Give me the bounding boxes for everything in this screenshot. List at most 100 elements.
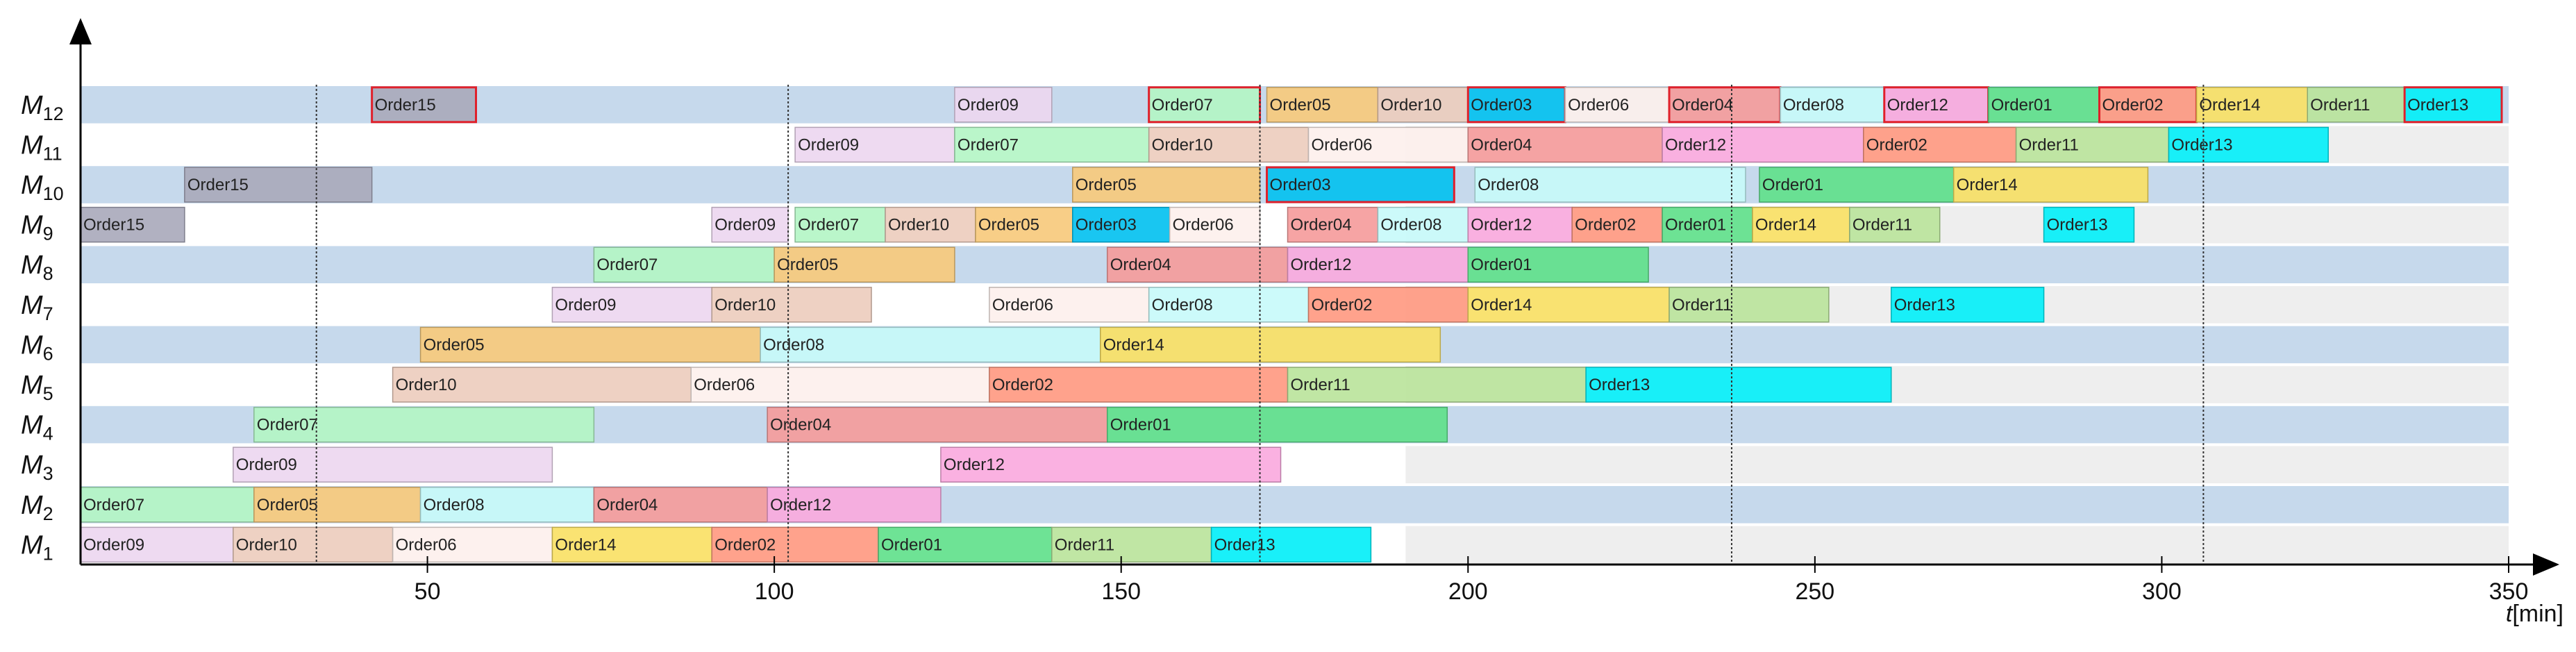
operation-bar: Order14: [1752, 206, 1850, 243]
operation-bar: Order01: [1106, 406, 1448, 443]
operation-bar-label: Order12: [1887, 96, 1948, 115]
operation-bar-label: Order07: [1152, 96, 1213, 115]
machine-label-7: M5: [21, 371, 53, 404]
operation-bar-label: Order14: [555, 535, 616, 554]
operation-bar: Order13: [1891, 287, 2045, 323]
operation-bar-label: Order06: [396, 535, 457, 554]
operation-bar: Order05: [1266, 87, 1379, 123]
operation-bar: Order03: [1266, 166, 1455, 203]
operation-bar-label: Order07: [83, 496, 144, 515]
machine-label-1: M11: [21, 131, 62, 164]
operation-bar: Order01: [878, 526, 1053, 563]
operation-bar-label: Order09: [957, 96, 1019, 115]
operation-bar: Order12: [1467, 206, 1573, 243]
operation-bar-rect: [1210, 526, 1372, 563]
machine-label-4: M8: [21, 251, 53, 284]
operation-bar-label: Order03: [1471, 96, 1532, 115]
operation-bar-rect: [767, 487, 942, 523]
operation-bar-label: Order12: [1471, 216, 1532, 235]
operation-bar-label: Order01: [1991, 96, 2052, 115]
machine-label-9: M3: [21, 451, 53, 484]
operation-bar-label: Order01: [881, 535, 942, 554]
operation-bar-label: Order02: [1866, 135, 1927, 154]
x-tick-label: 350: [2489, 578, 2529, 605]
operation-bar: Order13: [2403, 86, 2503, 124]
operation-bar-rect: [2403, 86, 2503, 124]
operation-bar: Order09: [954, 87, 1053, 123]
operation-bar-label: Order07: [957, 135, 1019, 154]
operation-bar-rect: [371, 86, 478, 124]
operation-bar-rect: [1467, 246, 1649, 283]
operation-bar-rect: [1662, 206, 1753, 243]
operation-bar-rect: [1662, 126, 1864, 163]
operation-bar-label: Order13: [2407, 96, 2468, 115]
operation-bar: Order02: [2098, 86, 2198, 124]
operation-bar-label: Order04: [1110, 256, 1171, 274]
operation-bar-label: Order11: [1291, 376, 1350, 394]
machine-label-3: M9: [21, 211, 53, 244]
operation-bar: Order10: [711, 287, 872, 323]
operation-bar-rect: [1752, 206, 1850, 243]
operation-bar: Order04: [1467, 126, 1663, 163]
operation-bar-rect: [1467, 126, 1663, 163]
operation-bar: Order11: [1287, 367, 1587, 403]
operation-bar-label: Order05: [978, 216, 1039, 235]
operation-bar-label: Order09: [83, 535, 144, 554]
operation-bar: Order10: [885, 206, 976, 243]
operation-bar-label: Order08: [1478, 176, 1539, 194]
operation-bar-label: Order10: [1152, 135, 1213, 154]
x-tick-label: 50: [415, 578, 441, 605]
operation-bar-label: Order01: [1762, 176, 1823, 194]
operation-bar-label: Order03: [1270, 176, 1331, 194]
operation-bar: Order04: [1668, 86, 1782, 124]
operation-bar: Order11: [2307, 87, 2405, 123]
operation-bar-label: Order05: [777, 256, 838, 274]
operation-bar-rect: [551, 526, 712, 563]
y-axis-arrow: [69, 18, 92, 44]
operation-bar: Order06: [1169, 206, 1261, 243]
operation-bar-rect: [1571, 206, 1663, 243]
operation-bar-rect: [1099, 326, 1441, 363]
row-background-9: [1405, 446, 2509, 483]
operation-bar-label: Order12: [1665, 135, 1726, 154]
machine-label-5: M7: [21, 291, 53, 324]
operation-bar-rect: [253, 487, 421, 523]
operation-bar-rect: [1883, 86, 1990, 124]
operation-bar: Order04: [1106, 246, 1289, 283]
operation-bar-label: Order08: [424, 496, 485, 515]
operation-bar-rect: [794, 206, 886, 243]
operation-bar: Order05: [419, 326, 761, 363]
machine-label-2: M10: [21, 171, 64, 204]
operation-bar: Order07: [80, 487, 255, 523]
operation-bar: Order06: [690, 367, 990, 403]
operation-bar-rect: [1287, 246, 1469, 283]
operation-bar: Order10: [1377, 87, 1469, 123]
operation-bar-rect: [80, 206, 185, 243]
operation-bar-label: Order04: [1291, 216, 1352, 235]
operation-bar-rect: [1474, 167, 1746, 203]
operation-bar-label: Order02: [714, 535, 776, 554]
operation-bar-rect: [711, 287, 872, 323]
operation-bars: Order15 Order09 Order07 Order05 Order10 Order…: [80, 86, 2503, 563]
operation-bar: Order13: [1585, 367, 1892, 403]
machine-label-8: M4: [21, 411, 53, 444]
operation-bar: Order05: [975, 206, 1073, 243]
operation-bar-rect: [2015, 126, 2170, 163]
operation-bar: Order06: [989, 287, 1150, 323]
operation-bar-label: Order09: [555, 296, 616, 315]
operation-bar-label: Order14: [1471, 296, 1532, 315]
machine-label-6: M6: [21, 331, 53, 364]
operation-bar-label: Order10: [888, 216, 949, 235]
operation-bar-rect: [1466, 86, 1566, 124]
operation-bar-label: Order01: [1665, 216, 1726, 235]
operation-bar-label: Order12: [770, 496, 831, 515]
operation-bar-rect: [551, 287, 712, 323]
operation-bar-label: Order15: [83, 216, 144, 235]
operation-bar: Order10: [1148, 126, 1310, 163]
operation-bar: Order09: [233, 446, 553, 483]
operation-bar-label: Order07: [257, 416, 318, 435]
operation-bar-rect: [2196, 87, 2308, 123]
operation-bar: Order15: [80, 206, 185, 243]
operation-bar-rect: [2098, 86, 2198, 124]
operation-bar-rect: [1307, 287, 1469, 323]
